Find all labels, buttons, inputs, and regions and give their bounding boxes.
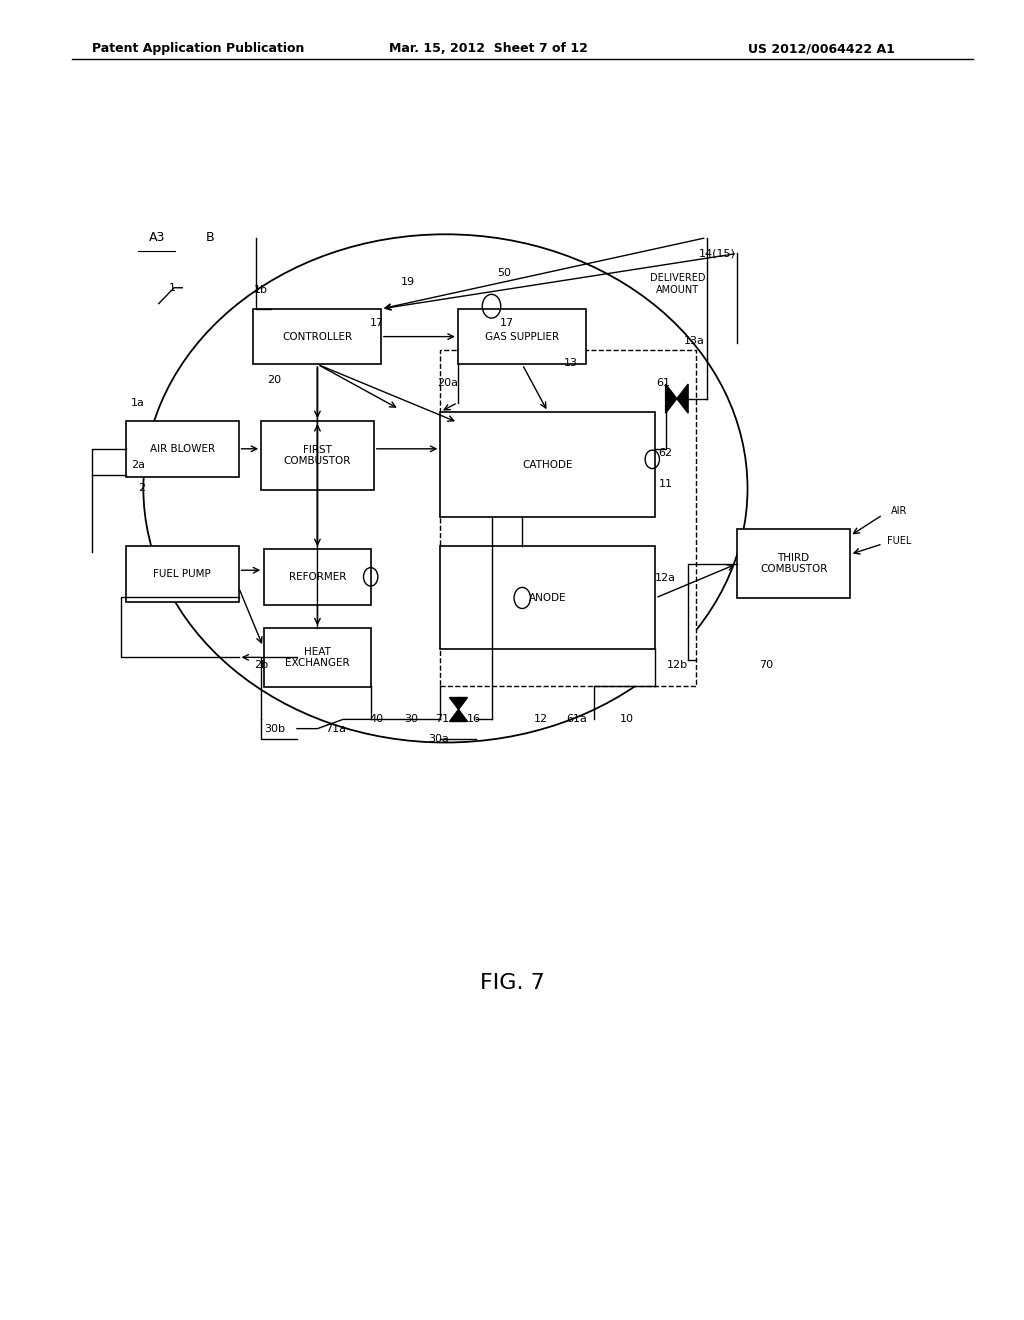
Text: REFORMER: REFORMER (289, 572, 346, 582)
Text: 40: 40 (370, 714, 384, 725)
Text: FUEL: FUEL (887, 536, 911, 546)
FancyBboxPatch shape (261, 421, 374, 490)
Text: 50: 50 (497, 268, 511, 279)
FancyBboxPatch shape (264, 628, 371, 686)
Polygon shape (677, 384, 688, 413)
Text: 71a: 71a (326, 723, 346, 734)
Polygon shape (458, 709, 467, 721)
Text: 14(15): 14(15) (698, 248, 735, 259)
Text: US 2012/0064422 A1: US 2012/0064422 A1 (748, 42, 894, 55)
Text: AIR: AIR (891, 506, 907, 516)
Text: 10: 10 (620, 714, 634, 725)
Text: 71: 71 (435, 714, 450, 725)
FancyBboxPatch shape (440, 350, 696, 686)
Text: FIG. 7: FIG. 7 (479, 973, 545, 994)
Text: FUEL PUMP: FUEL PUMP (154, 569, 211, 579)
Text: DELIVERED
AMOUNT: DELIVERED AMOUNT (650, 273, 706, 294)
Text: FIRST
COMBUSTOR: FIRST COMBUSTOR (284, 445, 351, 466)
Text: 1b: 1b (254, 285, 268, 296)
Text: 30b: 30b (264, 723, 285, 734)
Text: 13: 13 (563, 358, 578, 368)
Text: 2a: 2a (131, 459, 145, 470)
FancyBboxPatch shape (126, 546, 239, 602)
Polygon shape (449, 709, 458, 721)
Text: 30: 30 (404, 714, 419, 725)
FancyBboxPatch shape (737, 529, 850, 598)
Text: Patent Application Publication: Patent Application Publication (92, 42, 304, 55)
Text: AIR BLOWER: AIR BLOWER (150, 444, 215, 454)
FancyBboxPatch shape (440, 412, 655, 517)
Text: 61a: 61a (566, 714, 587, 725)
Text: 1a: 1a (131, 397, 145, 408)
Text: THIRD
COMBUSTOR: THIRD COMBUSTOR (760, 553, 827, 574)
FancyBboxPatch shape (459, 309, 586, 364)
Text: 12b: 12b (668, 660, 688, 671)
Text: A3: A3 (148, 231, 165, 244)
Text: HEAT
EXCHANGER: HEAT EXCHANGER (285, 647, 350, 668)
Text: B: B (206, 231, 214, 244)
Text: 30a: 30a (428, 734, 449, 744)
Text: CATHODE: CATHODE (522, 459, 573, 470)
Text: 20a: 20a (437, 378, 458, 388)
Text: ANODE: ANODE (529, 593, 566, 603)
FancyBboxPatch shape (126, 421, 239, 477)
Text: 1: 1 (169, 282, 175, 293)
Text: 13a: 13a (684, 335, 705, 346)
Polygon shape (449, 697, 458, 709)
Text: 19: 19 (400, 277, 415, 288)
Text: 17: 17 (370, 318, 384, 329)
Text: 11: 11 (658, 479, 673, 490)
Polygon shape (666, 384, 677, 413)
Text: 17: 17 (500, 318, 514, 329)
Text: 61: 61 (656, 378, 671, 388)
Text: 12: 12 (534, 714, 548, 725)
Text: 12a: 12a (655, 573, 676, 583)
Text: 62: 62 (658, 447, 673, 458)
Text: GAS SUPPLIER: GAS SUPPLIER (485, 331, 559, 342)
FancyBboxPatch shape (254, 309, 381, 364)
Text: 2b: 2b (254, 660, 268, 671)
Polygon shape (458, 697, 467, 709)
FancyBboxPatch shape (440, 546, 655, 649)
Text: Mar. 15, 2012  Sheet 7 of 12: Mar. 15, 2012 Sheet 7 of 12 (389, 42, 588, 55)
Text: CONTROLLER: CONTROLLER (283, 331, 352, 342)
Text: 16: 16 (467, 714, 481, 725)
Text: 20: 20 (267, 375, 282, 385)
Text: 2: 2 (138, 483, 144, 494)
Text: 70: 70 (759, 660, 773, 671)
FancyBboxPatch shape (264, 549, 371, 605)
